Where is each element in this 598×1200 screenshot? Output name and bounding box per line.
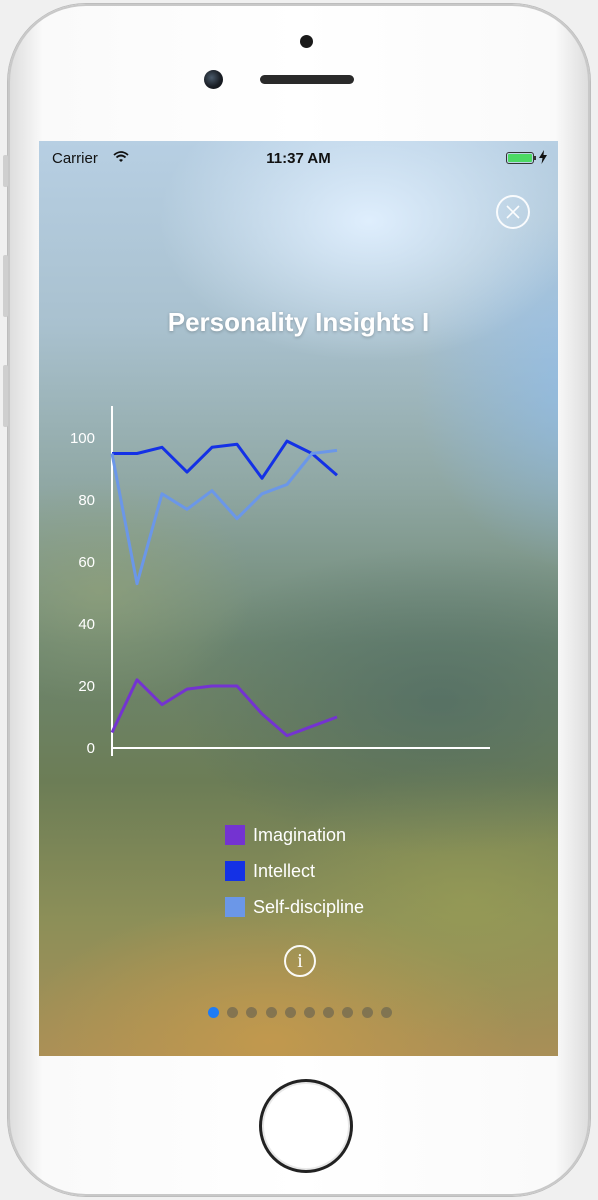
page-dot[interactable]: [380, 1007, 392, 1018]
mute-switch[interactable]: [3, 155, 8, 187]
battery-cap: [534, 156, 536, 160]
page-dot[interactable]: [304, 1007, 315, 1018]
page-title: Personality Insights I: [167, 307, 430, 337]
app-screen: Carrier 11:37 AM Personality Insights I …: [39, 141, 558, 1056]
status-time: 11:37 AM: [266, 150, 331, 167]
legend-swatch: [225, 897, 245, 917]
proximity-sensor: [300, 35, 313, 48]
close-button[interactable]: [496, 195, 530, 229]
earpiece-speaker: [260, 75, 354, 84]
home-button[interactable]: [259, 1079, 353, 1173]
y-tick-label: 20: [78, 678, 95, 695]
series-line-imagination: [110, 678, 338, 738]
y-tick-label: 100: [70, 430, 95, 447]
volume-up-button[interactable]: [3, 255, 8, 317]
volume-down-button[interactable]: [3, 365, 8, 427]
battery-icon: [506, 152, 534, 164]
page-dot[interactable]: [227, 1007, 239, 1018]
page-dot[interactable]: [246, 1007, 258, 1018]
series-line-intellect: [112, 439, 338, 480]
legend-swatch: [225, 861, 245, 881]
line-chart: 0 20 40 60 80 100: [70, 406, 490, 757]
info-icon: i: [297, 950, 303, 972]
charging-bolt-icon: [539, 150, 547, 164]
page-dot[interactable]: [361, 1007, 373, 1018]
legend-label: Intellect: [253, 861, 316, 881]
legend-swatch: [225, 825, 245, 845]
legend-label: Imagination: [253, 825, 347, 845]
close-icon: [506, 205, 520, 219]
battery-level: [508, 154, 532, 162]
y-tick-label: 40: [78, 616, 95, 633]
wifi-icon: [113, 151, 129, 162]
carrier-label: Carrier: [52, 150, 98, 167]
page-dot[interactable]: [208, 1007, 219, 1018]
y-tick-label: 0: [87, 740, 95, 757]
front-camera: [204, 70, 223, 89]
info-button[interactable]: i: [284, 945, 316, 977]
page-dot[interactable]: [342, 1007, 354, 1018]
page-dot[interactable]: [323, 1007, 335, 1018]
page-dot[interactable]: [284, 1007, 296, 1018]
series-line-self-discipline: [110, 448, 338, 586]
status-bar: Carrier 11:37 AM: [39, 141, 558, 175]
legend-label: Self-discipline: [253, 897, 365, 917]
y-tick-label: 60: [78, 554, 95, 571]
page-dot[interactable]: [265, 1007, 277, 1018]
y-tick-label: 80: [78, 492, 95, 509]
